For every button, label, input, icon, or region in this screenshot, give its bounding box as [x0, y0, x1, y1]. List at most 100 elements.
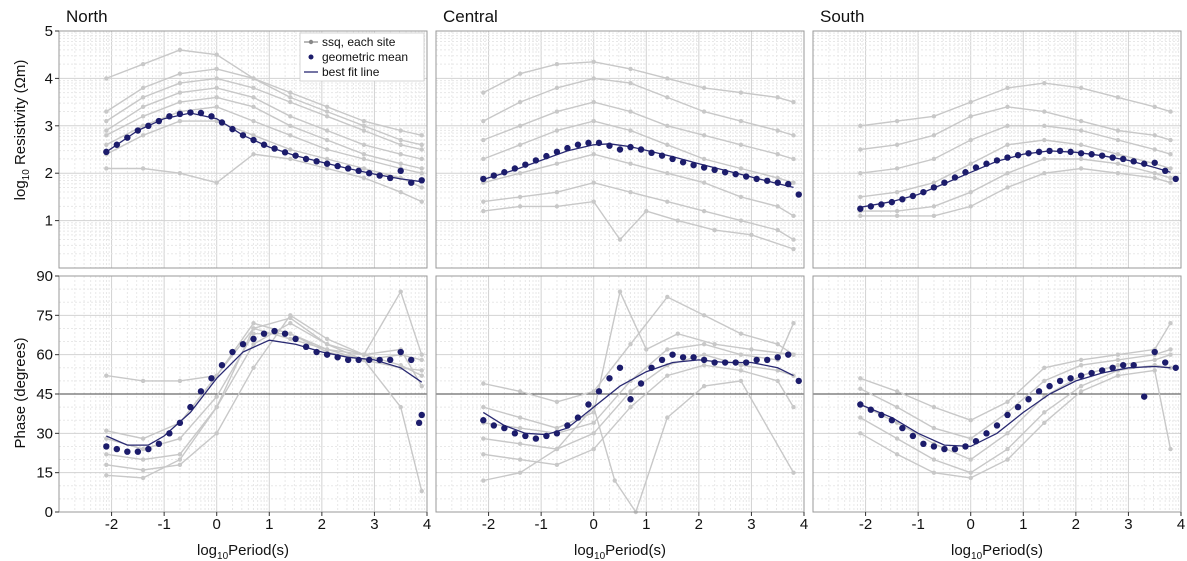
site-point	[1168, 109, 1173, 114]
site-point	[177, 90, 183, 95]
site-point	[324, 166, 330, 171]
site-point	[1115, 137, 1121, 143]
site-curve	[858, 321, 1173, 423]
mean-point	[103, 443, 110, 450]
mean-point	[334, 162, 341, 170]
site-point	[968, 418, 973, 423]
site-point	[791, 373, 796, 378]
x-tick-label: -1	[911, 516, 924, 533]
site-point	[140, 436, 146, 441]
mean-point	[930, 184, 938, 191]
site-point	[1078, 85, 1084, 91]
site-point	[554, 161, 560, 166]
site-point	[738, 142, 744, 147]
site-point	[140, 95, 146, 100]
site-point	[968, 99, 973, 105]
panel-title-north: North	[66, 7, 108, 26]
mean-point	[867, 406, 875, 413]
mean-point	[785, 180, 792, 188]
site-line	[106, 153, 422, 203]
site-point	[104, 109, 109, 114]
site-curve	[481, 362, 796, 467]
site-point	[591, 446, 596, 452]
site-point	[665, 415, 670, 420]
mean-point	[208, 113, 215, 120]
site-point	[791, 237, 796, 242]
site-point	[419, 373, 424, 378]
mean-point	[292, 335, 299, 343]
site-point	[858, 431, 863, 436]
mean-point	[1162, 359, 1169, 366]
site-point	[858, 213, 863, 219]
site-point	[1115, 95, 1121, 100]
site-point	[419, 383, 424, 389]
site-point	[894, 452, 900, 457]
panel-south-ph: -2 -1 0 1 2 3 4 log10Period(s)	[812, 275, 1185, 561]
y-tick-label: 5	[45, 23, 53, 40]
site-point	[554, 462, 560, 467]
site-point	[1078, 156, 1084, 162]
mean-point	[1151, 159, 1158, 166]
site-point	[104, 133, 109, 138]
site-point	[1115, 357, 1121, 363]
mean-point	[721, 359, 729, 366]
site-point	[1115, 171, 1121, 176]
site-point	[481, 137, 486, 143]
site-point	[665, 294, 670, 300]
panel-south-res	[812, 30, 1182, 269]
mean-point	[774, 354, 781, 361]
site-point	[251, 152, 256, 157]
site-point	[419, 352, 424, 357]
site-point	[931, 180, 937, 185]
mean-point	[867, 203, 875, 210]
site-point	[361, 123, 367, 128]
site-point	[288, 99, 293, 105]
mean-point	[930, 443, 938, 450]
mean-point	[1067, 148, 1074, 156]
site-point	[1168, 166, 1173, 171]
mean-point	[113, 445, 121, 453]
x-tick-label: 3	[747, 516, 755, 533]
site-point	[894, 404, 900, 410]
site-point	[612, 478, 617, 483]
site-point	[591, 152, 596, 157]
site-point	[628, 80, 633, 86]
mean-point	[732, 359, 739, 366]
site-point	[140, 446, 146, 452]
mean-point	[951, 445, 959, 453]
site-point	[324, 156, 330, 162]
site-point	[775, 175, 780, 181]
mean-point	[648, 149, 655, 157]
legend-label: geometric mean	[322, 50, 408, 64]
mean-point	[690, 161, 697, 169]
y-tick-label: 45	[36, 386, 53, 403]
site-point	[214, 66, 219, 72]
mean-point	[134, 448, 142, 455]
site-point	[931, 425, 937, 431]
site-point	[1078, 142, 1084, 147]
site-point	[628, 109, 633, 114]
site-point	[701, 156, 707, 162]
site-point	[665, 123, 670, 128]
site-point	[251, 133, 256, 138]
site-point	[517, 123, 523, 128]
mean-point	[187, 109, 194, 116]
panel-north-ph: 0 15 30 45 60 75 90 -2 -1 0 1 2 3 4 log10Period(s)	[36, 268, 431, 561]
site-point	[628, 404, 633, 410]
site-point	[177, 47, 183, 53]
x-tick-label: 2	[318, 516, 326, 533]
x-tick-label: 4	[423, 516, 431, 533]
site-point	[701, 341, 707, 347]
site-point	[361, 118, 367, 124]
site-curve	[104, 152, 424, 204]
x-axis-label-prefix: log	[951, 542, 971, 559]
panel-frame	[812, 30, 1182, 269]
site-line	[859, 369, 1172, 479]
site-point	[398, 152, 403, 157]
site-point	[591, 180, 596, 185]
x-axis-label-subscript: 10	[217, 551, 229, 561]
site-point	[481, 90, 486, 95]
site-point	[104, 76, 109, 81]
panel-frame	[435, 275, 805, 513]
mean-point	[616, 146, 624, 153]
